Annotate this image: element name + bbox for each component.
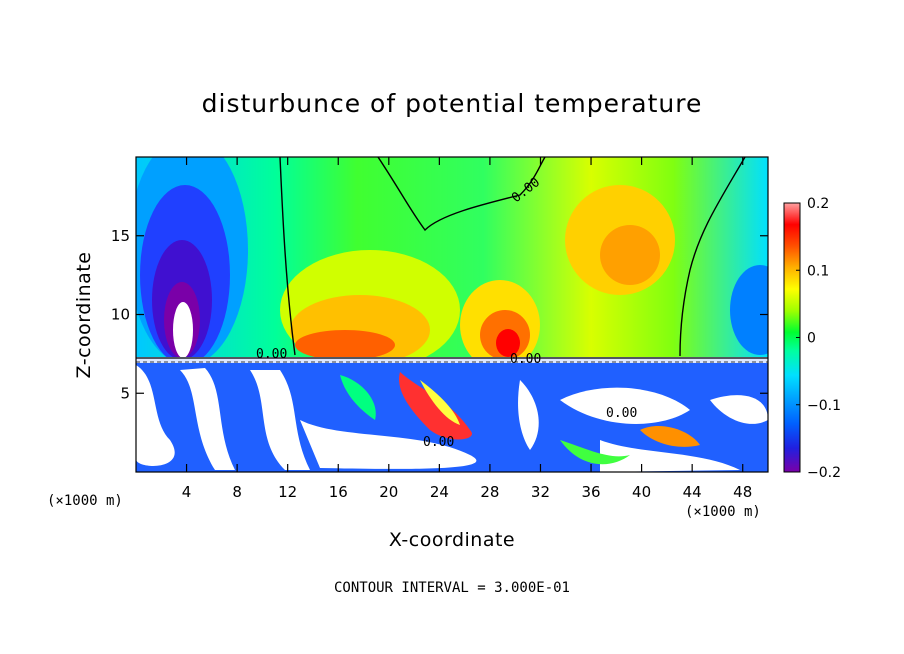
x-unit-left: (×1000 m) <box>47 493 123 509</box>
x-tick-label: 12 <box>278 483 297 501</box>
x-tick-label: 4 <box>182 483 192 501</box>
x-unit-right: (×1000 m) <box>685 504 761 520</box>
x-tick-label: 28 <box>480 483 499 501</box>
x-tick-label: 40 <box>632 483 651 501</box>
colorbar-ticks: 0.2 0.1 0 −0.1 −0.2 <box>796 196 841 481</box>
contour-label: 0.00 <box>423 435 454 450</box>
colorbar-tick-label: 0.2 <box>807 196 829 212</box>
x-axis-title: X-coordinate <box>389 529 515 551</box>
contour-label-group: 0.00 0.00 0.00 0.00 0.00 <box>256 175 637 450</box>
y-tick-label: 10 <box>111 306 130 324</box>
colorbar-tick-label: −0.2 <box>807 465 841 481</box>
contour-label: 0.00 <box>510 352 541 367</box>
colorbar-tick-label: 0.1 <box>807 263 829 279</box>
y-axis: 5 10 15 <box>111 227 768 402</box>
contour-label: 0.00 <box>606 406 637 421</box>
y-tick-label: 5 <box>120 384 130 402</box>
colorbar-tick-label: −0.1 <box>807 398 841 414</box>
x-tick-label: 36 <box>581 483 600 501</box>
x-tick-label: 24 <box>430 483 449 501</box>
contour-lines <box>136 157 768 363</box>
colorbar-tick-label: 0 <box>807 331 816 347</box>
heatmap-field <box>136 157 768 472</box>
x-tick-label: 16 <box>329 483 348 501</box>
x-tick-label: 8 <box>232 483 242 501</box>
x-tick-label: 32 <box>531 483 550 501</box>
chart-title: disturbunce of potential temperature <box>202 89 703 118</box>
x-axis: 4 8 12 16 20 24 28 32 36 40 44 48 <box>182 157 752 501</box>
y-axis-title: Z-coordinate <box>73 252 95 379</box>
contour-interval-footer: CONTOUR INTERVAL = 3.000E-01 <box>334 580 570 596</box>
contour-label: 0.00 <box>256 347 287 362</box>
x-tick-label: 20 <box>379 483 398 501</box>
y-tick-label: 15 <box>111 227 130 245</box>
x-tick-label: 48 <box>733 483 752 501</box>
x-tick-label: 44 <box>683 483 702 501</box>
